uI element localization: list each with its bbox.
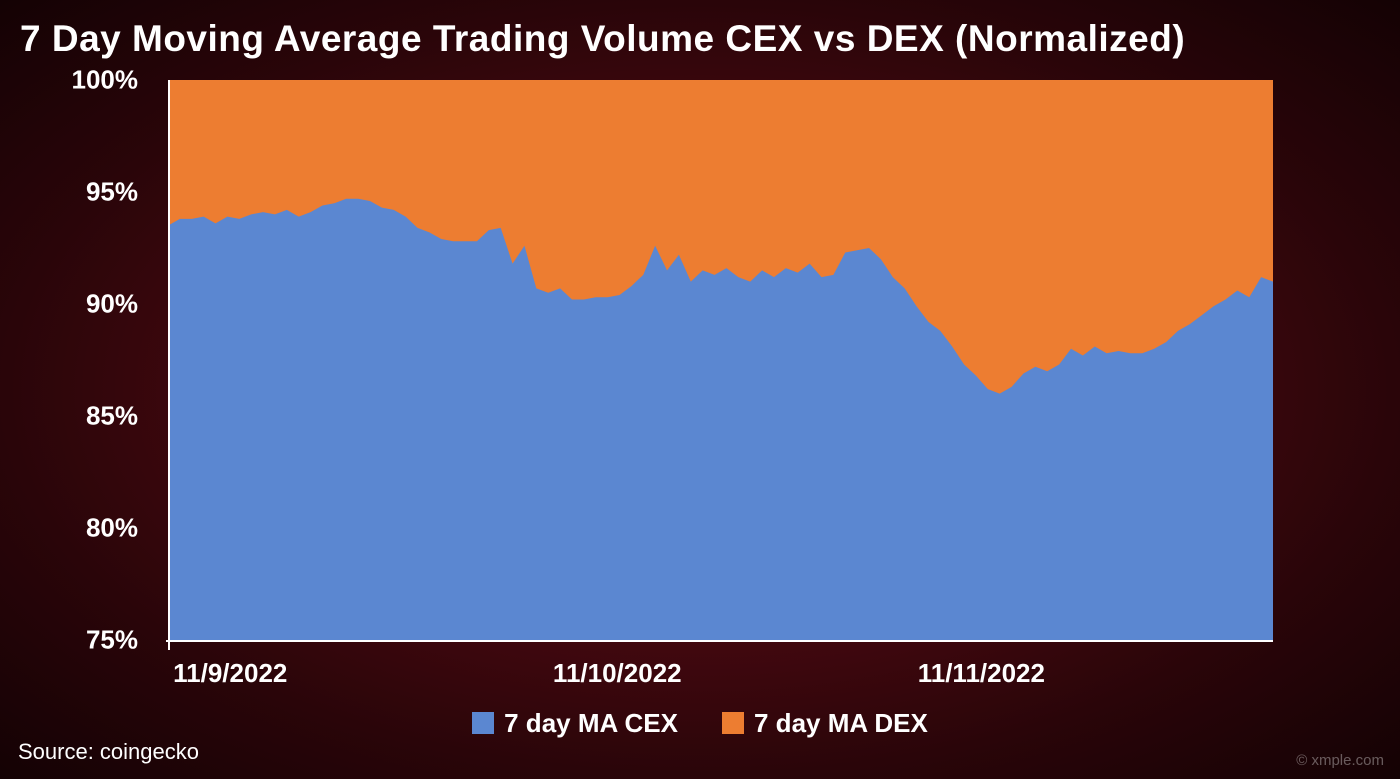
plot-area [168,80,1273,640]
y-tick-label: 90% [58,289,138,320]
legend-item-cex: 7 day MA CEX [472,708,678,739]
chart-area: 100%95%90%85%80%75% 11/9/202211/10/20221… [90,80,1290,660]
legend-item-dex: 7 day MA DEX [722,708,928,739]
y-tick-label: 80% [58,513,138,544]
y-tick-label: 95% [58,177,138,208]
x-tick-label: 11/9/2022 [173,658,287,689]
y-tick-label: 100% [58,65,138,96]
legend: 7 day MA CEX 7 day MA DEX [0,708,1400,739]
watermark: © xmple.com [1296,752,1384,769]
chart-title: 7 Day Moving Average Trading Volume CEX … [20,18,1380,60]
source-text: Source: coingecko [18,739,199,765]
x-tick-label: 11/10/2022 [553,658,682,689]
legend-label: 7 day MA CEX [504,708,678,738]
stacked-area-svg [168,80,1273,640]
y-tick-label: 75% [58,625,138,656]
x-tick-label: 11/11/2022 [918,658,1045,689]
legend-swatch [722,712,744,734]
y-axis: 100%95%90%85%80%75% [70,80,150,660]
legend-swatch [472,712,494,734]
legend-label: 7 day MA DEX [754,708,928,738]
x-axis: 11/9/2022 11/10/2022 11/11/2022 [168,658,1273,698]
y-tick-label: 85% [58,401,138,432]
cex-area [168,199,1273,640]
